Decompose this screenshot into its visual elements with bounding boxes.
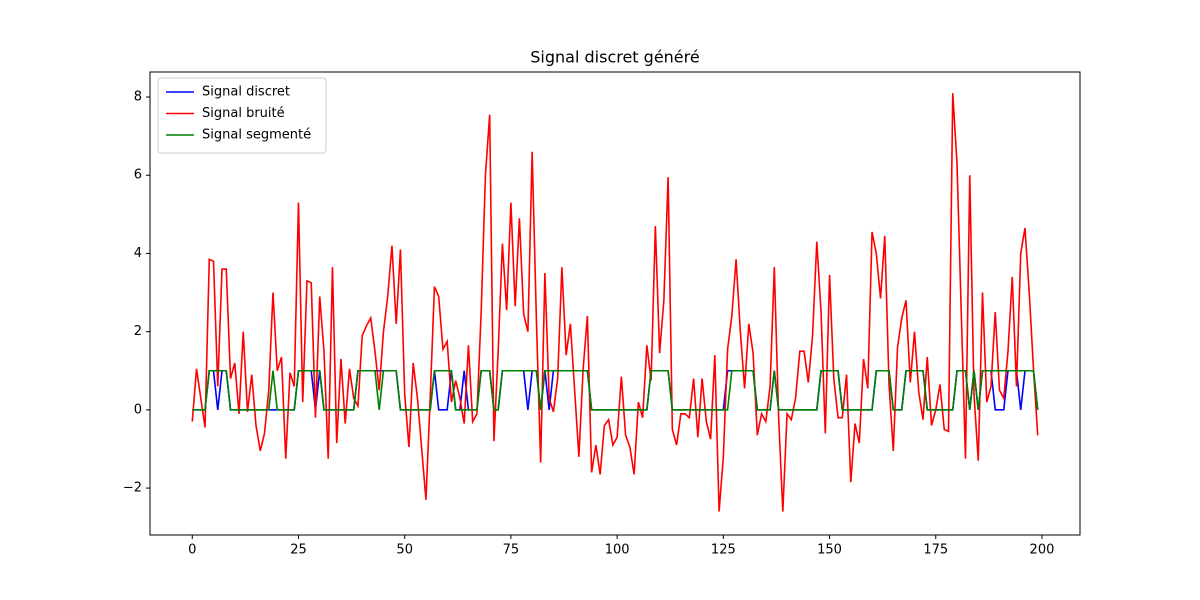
legend-box [157,77,327,154]
y-tick-label: 8 [134,90,142,105]
y-tick-label: −2 [123,481,142,496]
x-tick-label: 50 [396,543,413,558]
x-tick-label: 125 [711,543,736,558]
legend-label: Signal segmenté [202,128,311,143]
x-tick-label: 100 [605,543,630,558]
x-tick-label: 150 [817,543,842,558]
x-tick-label: 175 [923,543,948,558]
legend-label: Signal discret [202,85,290,100]
y-tick-label: 6 [134,168,142,183]
chart-title: Signal discret généré [530,48,699,67]
legend-label: Signal bruité [202,106,285,121]
y-tick-label: 2 [134,324,142,339]
x-tick-label: 200 [1030,543,1055,558]
y-tick-label: 0 [134,402,142,417]
series-line [191,93,1039,512]
x-tick-label: 0 [188,543,196,558]
x-tick-label: 75 [503,543,520,558]
series-line [192,369,1039,411]
y-tick-label: 4 [134,246,142,261]
plot-frame [149,71,1081,536]
x-tick-label: 25 [290,543,307,558]
